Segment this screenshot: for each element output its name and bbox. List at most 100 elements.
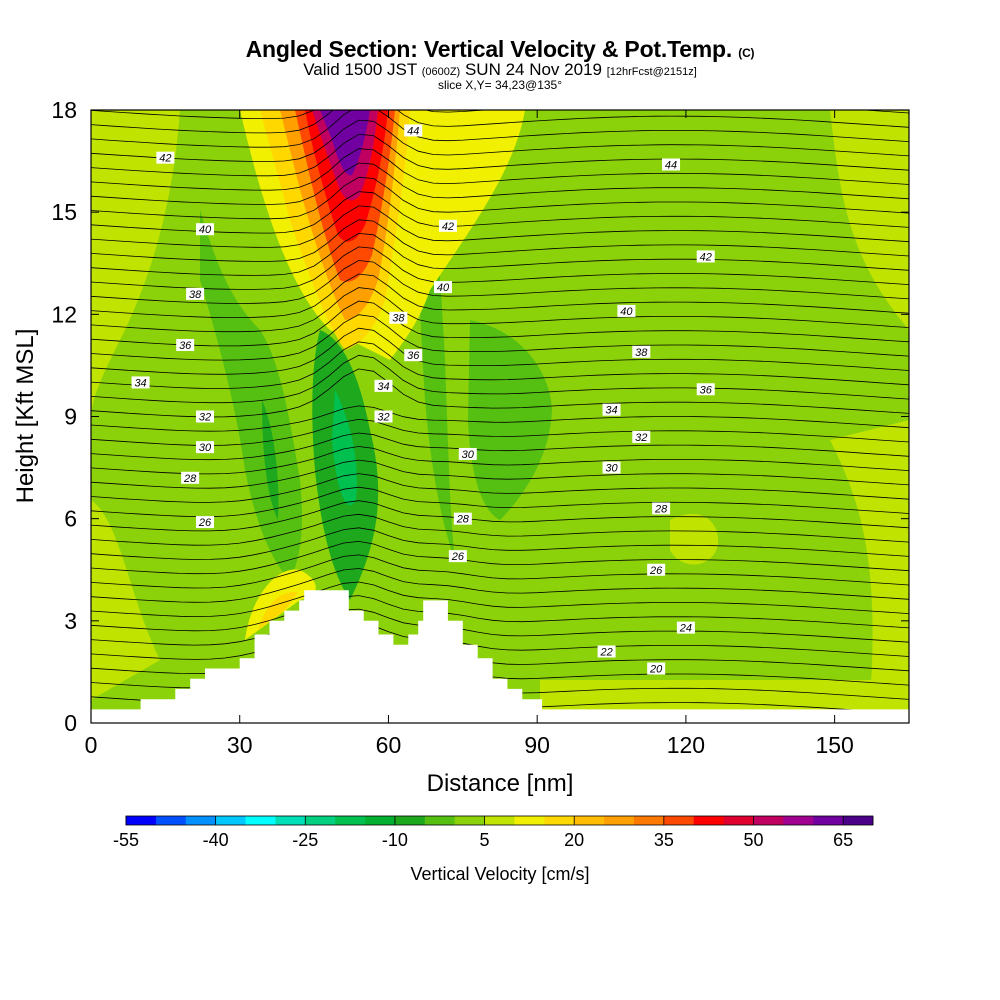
x-tick-label: 150 bbox=[815, 732, 853, 758]
svg-text:40: 40 bbox=[437, 282, 450, 294]
colorbar-swatch bbox=[454, 816, 485, 825]
theta-contour-line bbox=[91, 110, 909, 119]
colorbar-swatch bbox=[155, 816, 187, 825]
colorbar-label: Vertical Velocity [cm/s] bbox=[410, 864, 589, 884]
svg-text:42: 42 bbox=[700, 251, 712, 263]
colorbar-swatch bbox=[813, 816, 844, 825]
y-tick-label: 12 bbox=[51, 301, 77, 327]
svg-text:44: 44 bbox=[407, 125, 419, 137]
chart-title: Angled Section: Vertical Velocity & Pot.… bbox=[245, 36, 755, 62]
slice-label: slice X,Y= 34,23@135° bbox=[437, 78, 563, 92]
field-region-light-left bbox=[91, 110, 180, 420]
field-region-light-right-top bbox=[685, 110, 909, 330]
x-tick-label: 120 bbox=[667, 732, 705, 758]
x-tick-label: 0 bbox=[85, 732, 98, 758]
contour-label: 38 bbox=[186, 287, 205, 301]
contour-label: 28 bbox=[453, 512, 472, 526]
colorbar-swatch bbox=[126, 816, 157, 825]
terrain bbox=[91, 590, 909, 723]
contour-label: 42 bbox=[156, 151, 175, 165]
svg-text:22: 22 bbox=[599, 646, 612, 658]
contour-label: 26 bbox=[196, 516, 215, 529]
theta-contour-line bbox=[91, 110, 909, 148]
colorbar-tick-label: 20 bbox=[564, 830, 584, 850]
theta-contour-line bbox=[91, 540, 909, 575]
x-axis: 0 30 60 90 120 150 bbox=[85, 110, 854, 758]
svg-text:38: 38 bbox=[392, 313, 405, 325]
colorbar-swatch bbox=[185, 816, 216, 825]
svg-text:30: 30 bbox=[605, 463, 618, 475]
colorbar-swatch bbox=[275, 816, 306, 825]
theta-contour-line bbox=[91, 260, 909, 304]
contour-label: 40 bbox=[617, 304, 636, 318]
y-tick-label: 9 bbox=[64, 404, 77, 430]
x-tick-label: 90 bbox=[524, 732, 550, 758]
colorbar-swatch bbox=[663, 816, 695, 825]
colorbar: -55 -40 -25 -10 5 20 35 50 65 bbox=[113, 815, 874, 850]
contour-label: 38 bbox=[632, 345, 651, 359]
svg-text:38: 38 bbox=[189, 289, 202, 301]
svg-text:28: 28 bbox=[654, 503, 668, 515]
svg-text:32: 32 bbox=[377, 412, 389, 424]
colorbar-tick-label: 50 bbox=[743, 830, 763, 850]
contour-label: 30 bbox=[602, 461, 621, 475]
svg-text:34: 34 bbox=[377, 381, 389, 393]
contour-label: 40 bbox=[196, 223, 215, 236]
y-tick-label: 0 bbox=[64, 710, 77, 736]
contour-label: 38 bbox=[389, 311, 408, 325]
contour-label: 22 bbox=[597, 645, 616, 658]
y-tick-label: 15 bbox=[51, 199, 77, 225]
contour-label: 44 bbox=[404, 124, 423, 137]
svg-text:42: 42 bbox=[442, 221, 454, 233]
y-tick-label: 18 bbox=[51, 97, 77, 123]
svg-text:32: 32 bbox=[635, 432, 647, 444]
theta-contour-line bbox=[91, 119, 909, 162]
contour-label: 36 bbox=[176, 338, 195, 352]
theta-contour-line bbox=[91, 162, 909, 205]
colorbar-tick-label: -40 bbox=[203, 830, 229, 850]
svg-text:28: 28 bbox=[456, 514, 470, 526]
theta-contour-line bbox=[91, 500, 909, 532]
colorbar-swatch bbox=[215, 816, 246, 825]
theta-contour-line bbox=[91, 133, 909, 177]
theta-contour-line bbox=[91, 581, 909, 618]
field-region-downdraft-2 bbox=[468, 320, 552, 520]
svg-text:26: 26 bbox=[451, 551, 465, 563]
x-tick-label: 60 bbox=[376, 732, 402, 758]
theta-contour-line bbox=[91, 554, 909, 589]
colorbar-swatch bbox=[693, 816, 724, 825]
theta-contour-line bbox=[91, 446, 909, 475]
colorbar-swatch bbox=[783, 816, 814, 825]
contour-label: 40 bbox=[433, 281, 452, 294]
title-unit: (C) bbox=[738, 46, 755, 60]
y-axis-label: Height [Kft MSL] bbox=[12, 329, 39, 504]
contour-label: 34 bbox=[374, 379, 393, 393]
colorbar-swatch bbox=[424, 816, 455, 825]
colorbar-swatch bbox=[394, 816, 426, 825]
colorbar-swatch bbox=[723, 816, 754, 825]
theta-contour-line bbox=[91, 513, 909, 546]
contour-label: 20 bbox=[647, 662, 666, 676]
colorbar-swatch bbox=[305, 816, 336, 825]
svg-text:36: 36 bbox=[407, 350, 420, 362]
contour-label: 30 bbox=[196, 441, 215, 454]
theta-contour-line bbox=[91, 246, 909, 290]
theta-contour-line bbox=[91, 219, 909, 262]
theta-contour-line bbox=[91, 314, 909, 361]
contour-label: 42 bbox=[438, 219, 457, 233]
theta-contour-line bbox=[91, 418, 909, 446]
contour-label: 28 bbox=[181, 471, 200, 485]
svg-text:36: 36 bbox=[179, 340, 192, 352]
theta-contour-line bbox=[91, 148, 909, 191]
chart-subtitle: Valid 1500 JST (0600Z) SUN 24 Nov 2019 [… bbox=[303, 60, 697, 79]
svg-text:26: 26 bbox=[198, 517, 212, 529]
theta-contour-line bbox=[91, 191, 909, 234]
colorbar-tick-label: -55 bbox=[113, 830, 139, 850]
svg-text:30: 30 bbox=[199, 442, 212, 454]
theta-contour-line bbox=[91, 432, 909, 461]
theta-contour-line bbox=[91, 63, 909, 104]
field-region-light-patch bbox=[670, 514, 719, 565]
svg-text:26: 26 bbox=[649, 565, 663, 577]
colorbar-tick-label: -10 bbox=[382, 830, 408, 850]
contour-label: 24 bbox=[676, 621, 695, 635]
